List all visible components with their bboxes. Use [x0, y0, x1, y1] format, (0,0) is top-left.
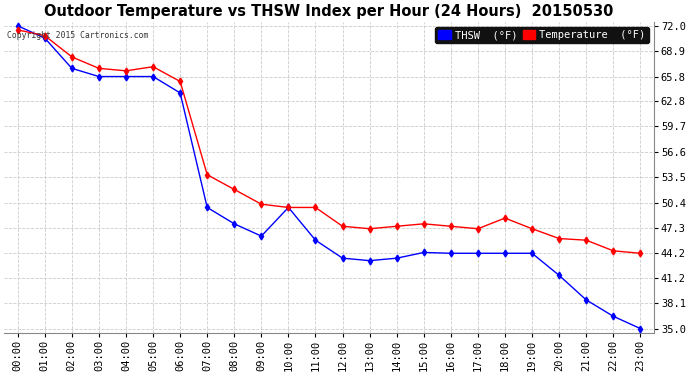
Legend: THSW  (°F), Temperature  (°F): THSW (°F), Temperature (°F)	[435, 27, 649, 43]
Text: Copyright 2015 Cartronics.com: Copyright 2015 Cartronics.com	[8, 31, 149, 40]
Title: Outdoor Temperature vs THSW Index per Hour (24 Hours)  20150530: Outdoor Temperature vs THSW Index per Ho…	[44, 4, 613, 19]
